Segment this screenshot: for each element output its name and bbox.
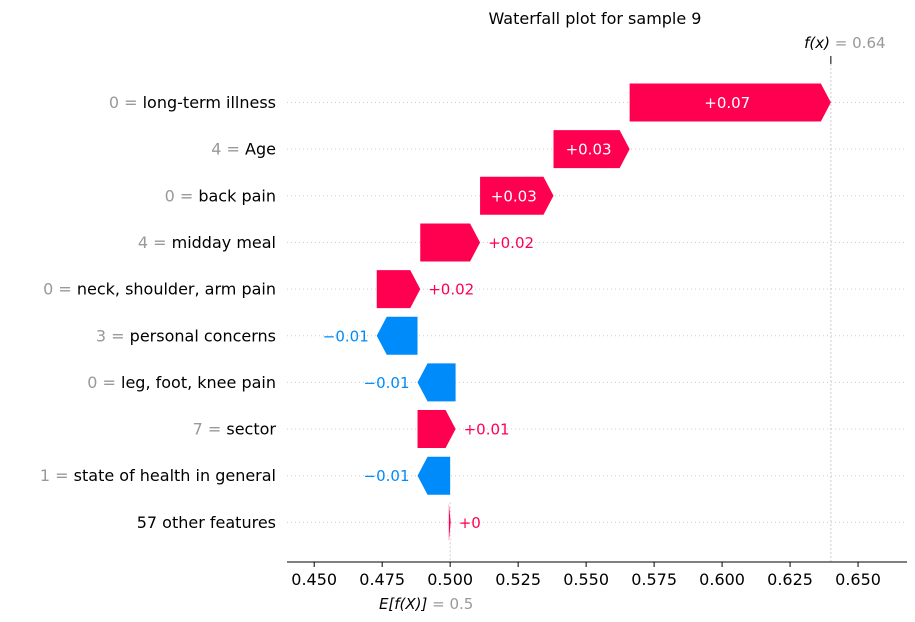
bar-negative [376,316,418,355]
bar-value-label: +0 [459,514,481,532]
base-value-expr: E[f(X)] [379,595,428,613]
bar-value-label: +0.03 [491,187,537,205]
x-tick-label: 0.650 [835,570,881,589]
x-tick-label: 0.500 [427,570,473,589]
chart-title: Waterfall plot for sample 9 [489,9,702,28]
bar-value-label: +0.02 [488,234,534,252]
feature-name: Age [245,140,276,159]
feature-label: 4 = midday meal [138,233,276,252]
feature-value: 0 = [165,186,199,205]
feature-labels: 0 = long-term illness 4 = Age 0 = back pai… [40,93,277,532]
x-tick-label: 0.550 [563,570,609,589]
bar-value-label: +0.03 [566,141,612,159]
feature-name: long-term illness [143,93,276,112]
feature-name: leg, foot, knee pain [121,373,276,392]
feature-label: 4 = Age [211,140,276,159]
feature-name: personal concerns [130,326,276,345]
feature-label: 1 = state of health in general [40,466,276,485]
bar-value-label: −0.01 [364,374,410,392]
bar-positive [629,83,831,122]
feature-name: state of health in general [74,466,276,485]
feature-value: 4 = [138,233,172,252]
bar-value-label: +0.02 [428,281,474,299]
feature-label: 0 = neck, shoulder, arm pain [43,280,276,299]
grid-lines: f(x) = 0.64 [287,34,907,562]
x-tick-label: 0.475 [359,570,405,589]
bars: +0.07 +0.03 +0.03 +0.02 +0.02 −0.01 −0.01 +0.01… [323,83,831,542]
bar-value-label: +0.07 [704,94,750,112]
output-value-label: f(x) = 0.64 [804,34,885,52]
feature-value: 0 = [109,93,143,112]
bar-negative [417,456,451,495]
feature-label: 57 other features [137,513,276,532]
feature-label: 0 = back pain [165,186,276,205]
feature-label: 0 = long-term illness [109,93,276,112]
output-value-number: = 0.64 [830,34,886,52]
feature-value: 0 = [43,280,77,299]
feature-value: 3 = [96,326,130,345]
base-value-label: E[f(X)] = 0.5 [379,595,473,613]
bar-positive [480,176,554,215]
feature-label: 0 = leg, foot, knee pain [87,373,276,392]
feature-value: 0 = [87,373,121,392]
bar-positive [448,503,451,542]
bar-positive [553,130,630,169]
x-axis: 0.450 0.475 0.500 0.525 0.550 0.575 0.600 0.625… [287,561,907,613]
feature-label: 7 = sector [193,420,277,439]
base-value-number: = 0.5 [427,595,473,613]
feature-name: sector [226,420,276,439]
bar-value-label: −0.01 [323,327,369,345]
feature-name: back pain [198,186,276,205]
output-value-expr: f(x) [804,34,830,52]
x-tick-label: 0.525 [495,570,541,589]
x-tick-label: 0.450 [291,570,337,589]
bar-negative [417,363,456,402]
feature-name: midday meal [172,233,276,252]
bar-value-label: +0.01 [464,421,510,439]
x-tick-label: 0.600 [699,570,745,589]
feature-name: 57 other features [137,513,276,532]
feature-value: 4 = [211,140,245,159]
bar-positive [376,270,421,309]
feature-value: 1 = [40,466,74,485]
bar-positive [417,410,456,449]
x-tick-label: 0.575 [631,570,677,589]
feature-label: 3 = personal concerns [96,326,276,345]
bar-value-label: −0.01 [364,467,410,485]
x-tick-label: 0.625 [767,570,813,589]
feature-value: 7 = [193,420,227,439]
feature-name: neck, shoulder, arm pain [77,280,276,299]
bar-positive [420,223,481,262]
